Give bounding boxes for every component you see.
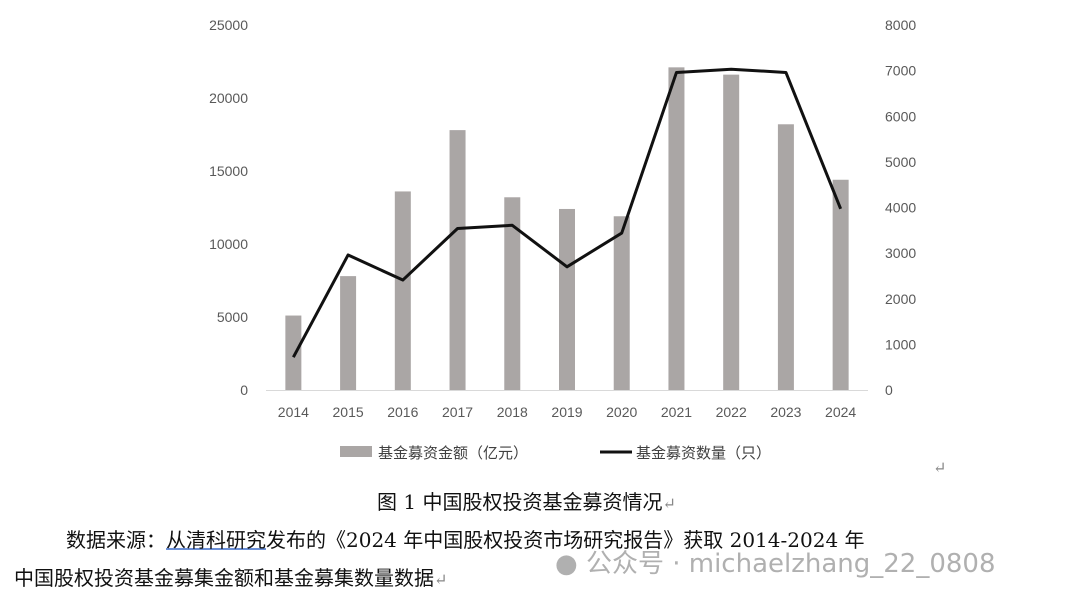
bar-2021 [668,67,685,390]
source-label: 数据来源： [66,528,166,552]
legend-label-amount: 基金募资金额（亿元） [378,445,528,462]
x-tick-label: 2014 [278,404,309,420]
y-left-tick-label: 10000 [209,236,248,252]
x-tick-label: 2020 [606,404,637,420]
y-right-tick-label: 7000 [885,63,916,79]
combo-chart: 0 5000 10000 15000 20000 25000 0 1000 2000 3000 40… [209,17,916,462]
y-left-tick-label: 0 [240,382,248,398]
legend-label-count: 基金募资数量（只） [636,445,771,462]
x-tick-label: 2018 [497,404,528,420]
x-tick-label: 2023 [770,404,801,420]
y-right-tick-label: 4000 [885,200,916,216]
bar-2017 [449,130,466,390]
bar-2018 [504,197,521,390]
watermark: ● 公众号 · michaelzhang_22_0808 [555,543,996,580]
legend-swatch-amount [340,446,372,457]
x-tick-label: 2017 [442,404,473,420]
y-right-tick-label: 0 [885,382,893,398]
bar-2015 [340,276,357,390]
watermark-text: 公众号 · michaelzhang_22_0808 [585,549,996,579]
figure-caption: 图 1 中国股权投资基金募资情况↵ [377,486,676,515]
x-tick-label: 2019 [551,404,582,420]
bar-2022 [723,74,740,390]
bar-2016 [394,191,411,390]
source-text-2: 中国股权投资基金募集金额和基金募集数量数据 [14,566,434,590]
bar-2024 [832,179,849,390]
x-tick-label: 2016 [387,404,418,420]
bar-2023 [777,124,794,390]
y-right-tick-label: 8000 [885,17,916,33]
x-tick-label: 2022 [716,404,747,420]
caption-text: 图 1 中国股权投资基金募资情况 [377,490,663,514]
x-tick-label: 2015 [333,404,364,420]
source-link[interactable]: 从清科研究 [166,528,266,552]
source-line-1: 数据来源：从清科研究发布的《2024 年中国股权投资市场研究报告》获取 2014… [66,524,865,553]
y-right-tick-label: 6000 [885,108,916,124]
wechat-icon: ● [555,549,578,579]
y-right-tick-label: 1000 [885,336,916,352]
y-right-tick-label: 3000 [885,245,916,261]
bar-2020 [613,216,630,390]
y-left-tick-label: 20000 [209,90,248,106]
x-tick-label: 2021 [661,404,692,420]
y-left-tick-label: 15000 [209,163,248,179]
paragraph-mark: ↵ [662,494,676,513]
source-text: 发布的《2024 年中国股权投资市场研究报告》获取 2014-2024 年 [266,528,865,552]
paragraph-mark: ↵ [933,458,947,477]
x-tick-label: 2024 [825,404,856,420]
y-left-tick-label: 25000 [209,17,248,33]
y-left-tick-label: 5000 [217,309,248,325]
y-right-tick-label: 5000 [885,154,916,170]
source-line-2: 中国股权投资基金募集金额和基金募集数量数据↵ [14,562,447,591]
y-right-tick-label: 2000 [885,291,916,307]
bar-2014 [285,315,302,390]
bar-2019 [559,208,575,390]
paragraph-mark: ↵ [434,570,448,589]
